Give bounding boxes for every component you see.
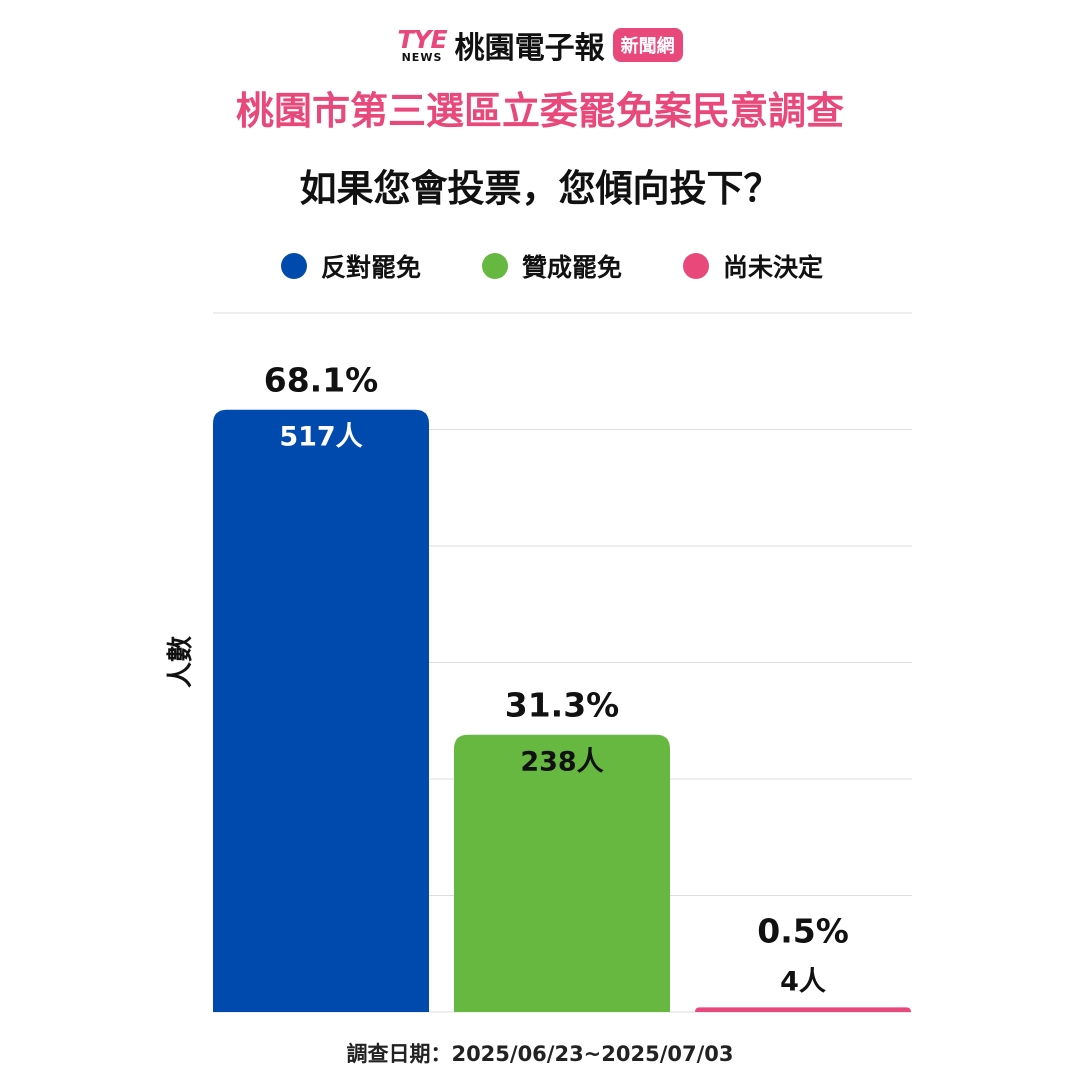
chart-subtitle: 如果您會投票，您傾向投下？ xyxy=(299,167,781,210)
bar-count-label: 238人 xyxy=(520,747,603,778)
brand-header: TYE NEWS 桃園電子報 新聞網 xyxy=(0,22,1080,68)
bar-percent-label: 68.1% xyxy=(264,361,379,400)
bar xyxy=(213,409,429,1012)
legend-swatch-undecided xyxy=(683,253,709,279)
bars xyxy=(213,409,911,1012)
legend-swatch-oppose xyxy=(281,253,307,279)
y-axis-label: 人數 xyxy=(166,636,196,688)
legend-item-support: 贊成罷免 xyxy=(482,246,622,286)
legend-label-oppose: 反對罷免 xyxy=(321,253,422,282)
bar-count-label: 517人 xyxy=(279,422,362,453)
bar-count-label: 4人 xyxy=(780,966,826,997)
legend-label-undecided: 尚未決定 xyxy=(723,253,824,282)
legend-swatch-support xyxy=(482,253,508,279)
logo-mark-text: TYE xyxy=(397,25,447,54)
tye-logo: TYE NEWS xyxy=(397,25,447,64)
legend-item-undecided: 尚未決定 xyxy=(683,246,823,286)
chart-legend: 反對罷免 贊成罷免 尚未決定 xyxy=(0,246,1080,286)
bar-percent-label: 31.3% xyxy=(505,686,620,725)
bar xyxy=(454,734,670,1012)
brand-name: 桃園電子報 xyxy=(454,31,605,66)
bar xyxy=(695,1007,911,1012)
legend-label-support: 贊成罷免 xyxy=(522,253,623,282)
legend-item-oppose: 反對罷免 xyxy=(281,246,421,286)
bar-percent-label: 0.5% xyxy=(757,911,849,950)
brand-badge: 新聞網 xyxy=(612,28,683,62)
chart-title: 桃園市第三選區立委罷免案民意調查 xyxy=(235,89,844,133)
bar-labels: 68.1% 517人 31.3% 238人 0.5% 4人 xyxy=(264,361,849,998)
survey-date: 調查日期：2025/06/23~2025/07/03 xyxy=(346,1042,734,1066)
logo-sub-text: NEWS xyxy=(401,51,443,64)
